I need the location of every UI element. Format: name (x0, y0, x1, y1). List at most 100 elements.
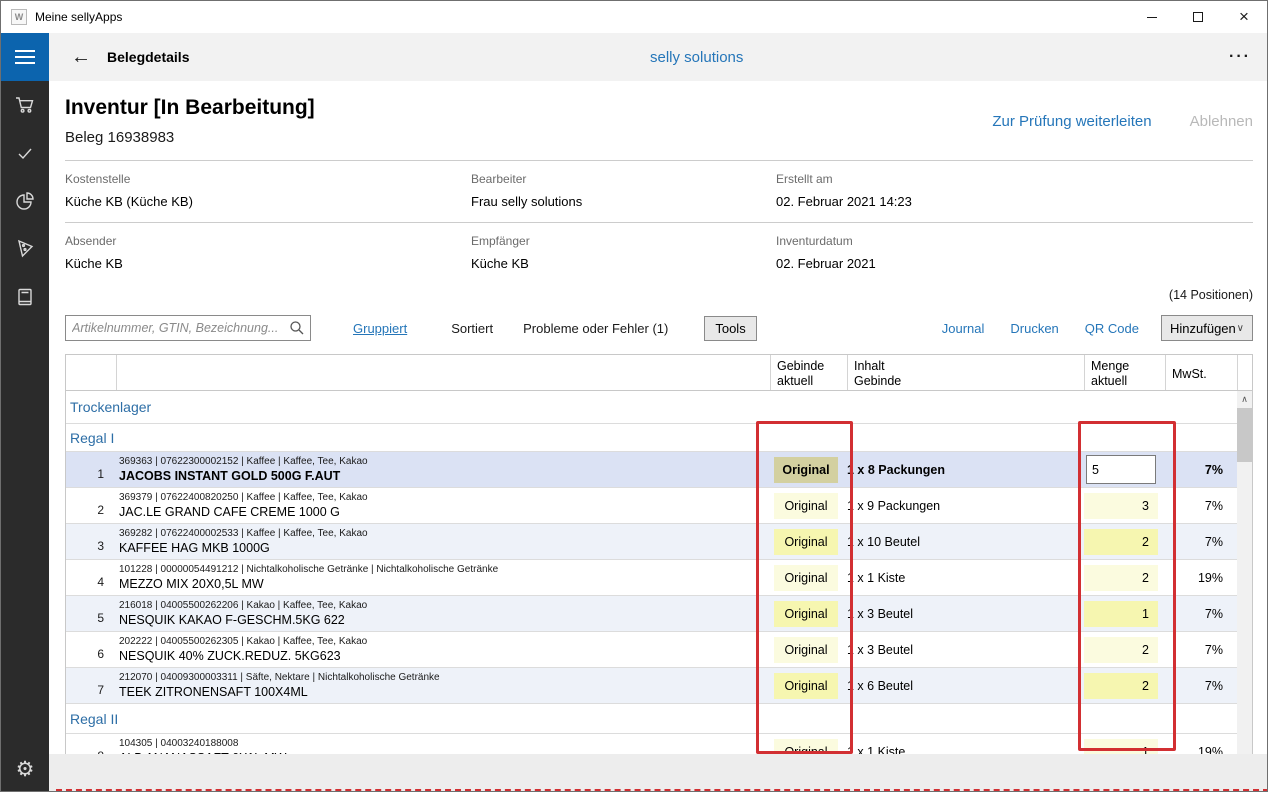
maximize-button[interactable] (1175, 1, 1221, 33)
group-header-trockenlager[interactable]: Trockenlager (66, 391, 1237, 424)
field-value: Frau selly solutions (471, 194, 776, 209)
field-label: Erstellt am (776, 172, 1253, 186)
info-row-1: Kostenstelle Küche KB (Küche KB) Bearbei… (65, 161, 1253, 223)
field-label: Bearbeiter (471, 172, 776, 186)
gebinde-badge[interactable]: Original (774, 673, 838, 699)
col-position (66, 355, 116, 390)
window-title: Meine sellyApps (35, 10, 122, 24)
sidebar-item-recipes[interactable] (1, 273, 49, 321)
article-meta: 216018 | 04005500262206 | Kakao | Kaffee… (119, 600, 770, 611)
menge-value[interactable]: 2 (1084, 673, 1158, 699)
article-meta: 369282 | 07622400002533 | Kaffee | Kaffe… (119, 528, 770, 539)
tools-button[interactable]: Tools (704, 316, 756, 341)
more-options-button[interactable]: ··· (1229, 48, 1251, 66)
table-row[interactable]: 5 216018 | 04005500262206 | Kakao | Kaff… (66, 596, 1237, 632)
article-name: TEEK ZITRONENSAFT 100X4ML (119, 685, 770, 699)
mwst-value: 7% (1165, 499, 1237, 513)
filter-sorted[interactable]: Sortiert (451, 321, 493, 336)
sidebar-item-statistics[interactable] (1, 177, 49, 225)
gebinde-badge[interactable]: Original (774, 739, 838, 755)
table-row[interactable]: 2 369379 | 07622400820250 | Kaffee | Kaf… (66, 488, 1237, 524)
sidebar-item-settings[interactable]: ⚙ (1, 745, 49, 792)
menge-value[interactable]: 2 (1084, 637, 1158, 663)
filter-grouped[interactable]: Gruppiert (353, 321, 407, 336)
content: Inventur [In Bearbeitung] Beleg 16938983… (49, 81, 1268, 754)
close-icon: × (1239, 12, 1249, 22)
table-row[interactable]: 4 101228 | 00000054491212 | Nichtalkohol… (66, 560, 1237, 596)
bottom-strip (49, 754, 1268, 792)
article-meta: 104305 | 04003240188008 (119, 738, 770, 749)
add-button[interactable]: Hinzufügen ∨ (1161, 315, 1253, 341)
table-header: Gebinde aktuell Inhalt Gebinde Menge akt… (66, 355, 1252, 391)
field-label: Empfänger (471, 234, 776, 248)
menge-input[interactable] (1086, 455, 1156, 484)
group-header-regal-1[interactable]: Regal I (66, 424, 1237, 452)
article-meta: 101228 | 00000054491212 | Nichtalkoholis… (119, 564, 770, 575)
scroll-up-icon[interactable]: ∧ (1237, 391, 1252, 407)
hamburger-menu-button[interactable] (1, 33, 49, 81)
search-icon (289, 320, 305, 336)
chevron-down-icon: ∨ (1237, 323, 1244, 334)
close-button[interactable]: × (1221, 1, 1267, 33)
gebinde-badge[interactable]: Original (774, 493, 838, 519)
field-empfaenger: Empfänger Küche KB (471, 234, 776, 271)
app-window: W Meine sellyApps × (0, 0, 1268, 792)
table-row[interactable]: 1 369363 | 07622300002152 | Kaffee | Kaf… (66, 452, 1237, 488)
table-scrollbar[interactable]: ∧ ∨ (1237, 391, 1252, 754)
article-name: MEZZO MIX 20X0,5L MW (119, 577, 770, 591)
gebinde-badge[interactable]: Original (774, 457, 838, 483)
menge-value[interactable]: 2 (1084, 529, 1158, 555)
scrollbar-thumb[interactable] (1237, 408, 1252, 462)
gebinde-badge[interactable]: Original (774, 529, 838, 555)
minimize-button[interactable] (1129, 1, 1175, 33)
article-name: NESQUIK 40% ZUCK.REDUZ. 5KG623 (119, 649, 770, 663)
menge-value[interactable]: 1 (1084, 739, 1158, 755)
menge-value[interactable]: 2 (1084, 565, 1158, 591)
row-position: 4 (66, 575, 116, 595)
filter-problems[interactable]: Probleme oder Fehler (1) (523, 321, 668, 336)
gebinde-badge[interactable]: Original (774, 601, 838, 627)
inhalt-gebinde: 1 x 3 Beutel (847, 643, 1084, 657)
mwst-value: 19% (1165, 571, 1237, 585)
menge-value[interactable]: 3 (1084, 493, 1158, 519)
table-row[interactable]: 7 212070 | 04009300003311 | Säfte, Nekta… (66, 668, 1237, 704)
article-name: KAFFEE HAG MKB 1000G (119, 541, 770, 555)
forward-for-review-button[interactable]: Zur Prüfung weiterleiten (992, 113, 1151, 130)
row-position: 7 (66, 683, 116, 703)
inhalt-gebinde: 1 x 1 Kiste (847, 745, 1084, 755)
back-button[interactable]: ← (71, 47, 91, 67)
mwst-value: 7% (1165, 643, 1237, 657)
gebinde-badge[interactable]: Original (774, 565, 838, 591)
gear-icon: ⚙ (16, 757, 35, 782)
gebinde-badge[interactable]: Original (774, 637, 838, 663)
article-name: JACOBS INSTANT GOLD 500G F.AUT (119, 469, 770, 483)
appbar: ← Belegdetails selly solutions ··· (49, 33, 1268, 81)
menge-value[interactable]: 1 (1084, 601, 1158, 627)
document-actions: Zur Prüfung weiterleiten Ablehnen (992, 113, 1253, 130)
journal-link[interactable]: Journal (942, 321, 985, 336)
mwst-value: 7% (1165, 679, 1237, 693)
table-row[interactable]: 8 104305 | 04003240188008 ALB ANANASSAFT… (66, 734, 1237, 754)
reject-button[interactable]: Ablehnen (1190, 113, 1253, 130)
sidebar-item-tasks[interactable] (1, 129, 49, 177)
inhalt-gebinde: 1 x 6 Beutel (847, 679, 1084, 693)
print-link[interactable]: Drucken (1010, 321, 1058, 336)
sidebar-item-food[interactable] (1, 225, 49, 273)
field-label: Absender (65, 234, 471, 248)
document-number: Beleg 16938983 (65, 129, 1253, 146)
pizza-icon (14, 238, 36, 260)
main-area: ← Belegdetails selly solutions ··· Inven… (49, 33, 1268, 792)
col-article (116, 355, 770, 390)
article-meta: 202222 | 04005500262305 | Kakao | Kaffee… (119, 636, 770, 647)
qr-code-link[interactable]: QR Code (1085, 321, 1139, 336)
group-header-regal-2[interactable]: Regal II (66, 704, 1237, 734)
table-row[interactable]: 3 369282 | 07622400002533 | Kaffee | Kaf… (66, 524, 1237, 560)
sidebar-item-cart[interactable] (1, 81, 49, 129)
table-row[interactable]: 6 202222 | 04005500262305 | Kakao | Kaff… (66, 632, 1237, 668)
row-position: 3 (66, 539, 116, 559)
search-input[interactable] (66, 316, 284, 340)
search-box (65, 315, 311, 341)
brand-link[interactable]: selly solutions (650, 33, 743, 81)
table-body: Trockenlager Regal I 1 369363 | 07622300… (66, 391, 1252, 754)
field-value: Küche KB (471, 256, 776, 271)
